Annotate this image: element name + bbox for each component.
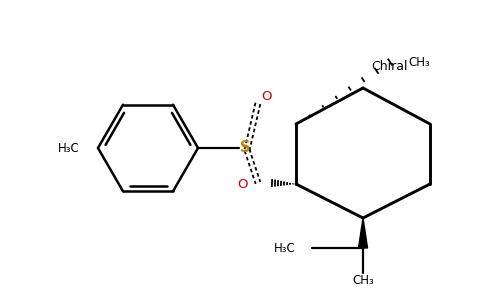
- Text: O: O: [238, 178, 248, 191]
- Text: O: O: [261, 91, 271, 103]
- Text: Chiral: Chiral: [372, 61, 408, 74]
- Text: H₃C: H₃C: [58, 142, 80, 154]
- Text: CH₃: CH₃: [408, 56, 430, 68]
- Text: H₃C: H₃C: [274, 242, 296, 254]
- Polygon shape: [359, 218, 367, 248]
- Text: CH₃: CH₃: [352, 274, 374, 287]
- Text: S: S: [240, 140, 250, 155]
